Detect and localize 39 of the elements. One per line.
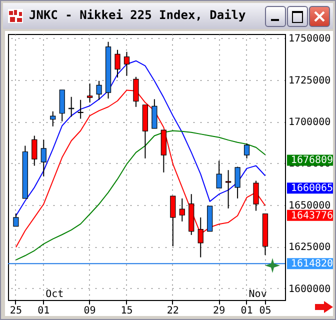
- candlestick: [170, 196, 176, 247]
- annotation: Nov: [248, 289, 267, 300]
- candlestick: [87, 83, 93, 104]
- x-tick-label: 15: [120, 306, 133, 316]
- x-tick-label: 01: [240, 306, 253, 316]
- text: 1660065: [290, 183, 334, 194]
- x-tick-label: 22: [166, 306, 179, 316]
- candlestick: [124, 51, 130, 76]
- chart-title: JNKC - Nikkei 225 Index, Daily: [29, 8, 246, 22]
- candlestick: [32, 135, 38, 166]
- candlestick: [114, 49, 120, 78]
- x-tick-label: 05: [259, 306, 272, 316]
- candlestick: [179, 198, 185, 222]
- candlestick: [13, 212, 19, 227]
- y-tick-label: 1650000: [288, 200, 331, 212]
- candlestick: [78, 99, 84, 120]
- candlestick: [50, 110, 56, 127]
- ref-line-label: 1614820: [290, 258, 334, 270]
- y-tick-label: 1700000: [288, 117, 331, 128]
- annotation: Oct: [46, 289, 64, 300]
- y-tick-label: 1625000: [288, 242, 331, 254]
- candlestick: [59, 89, 65, 122]
- candlestick: [152, 98, 158, 129]
- candlestick: [234, 166, 240, 199]
- candlestick: [244, 142, 250, 159]
- candlestick: [40, 139, 46, 177]
- y-tick-label: 1750000: [288, 34, 331, 45]
- x-tick-label: 29: [213, 306, 226, 316]
- x-tick-label: 09: [84, 306, 96, 316]
- candlestick: [253, 180, 259, 212]
- candlestick: [226, 170, 232, 209]
- line-series: [15, 130, 266, 260]
- text: 1643776: [290, 210, 334, 222]
- candlestick: [96, 80, 102, 100]
- x-tick-label: 25: [10, 306, 22, 316]
- y-tick-label: 1725000: [288, 75, 331, 86]
- x-tick-label: 01: [38, 306, 50, 316]
- y-tick-label: 1600000: [288, 284, 331, 295]
- candlestick: [216, 160, 222, 189]
